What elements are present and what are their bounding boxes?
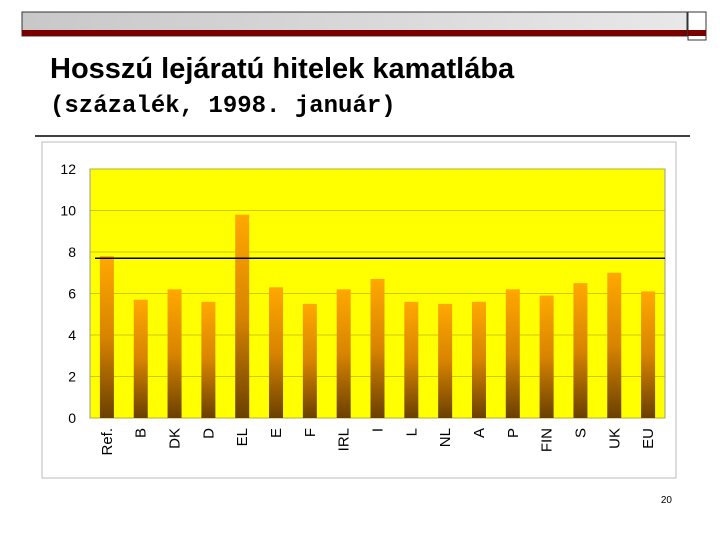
x-tick-label: FIN (539, 428, 556, 452)
y-tick-label: 4 (68, 327, 76, 343)
page-number: 20 (661, 495, 673, 506)
x-tick-label: NL (437, 428, 454, 447)
y-tick-label: 8 (68, 244, 76, 260)
bar (167, 289, 182, 418)
x-tick-label: UK (606, 428, 623, 449)
x-tick-label: P (505, 428, 522, 438)
bar (133, 299, 148, 418)
slide-title: Hosszú lejáratú hitelek kamatlába (50, 53, 515, 85)
x-tick-label: L (403, 428, 420, 436)
bar (438, 303, 453, 418)
bar (201, 301, 216, 418)
y-tick-label: 10 (60, 203, 76, 219)
header-stripe (22, 30, 687, 36)
bar (573, 283, 588, 418)
y-tick-label: 6 (68, 286, 76, 302)
header-square-stripe (688, 30, 706, 36)
x-tick-label: EL (234, 428, 251, 446)
x-tick-label: A (471, 428, 488, 438)
y-tick-label: 12 (60, 161, 76, 177)
x-tick-label: I (370, 428, 387, 432)
bar (404, 301, 419, 418)
bar (99, 256, 114, 418)
bar (471, 301, 486, 418)
x-tick-label: D (200, 428, 217, 439)
bar (302, 303, 317, 418)
bar (370, 278, 385, 418)
bar (641, 291, 656, 418)
x-tick-label: F (302, 428, 319, 437)
x-tick-label: DK (167, 428, 184, 449)
x-tick-label: S (572, 428, 589, 438)
x-tick-label: E (268, 428, 285, 438)
x-tick-label: IRL (336, 428, 353, 451)
bar (607, 272, 622, 418)
plot: 0 2 4 6 8 10 12 Ref. B DK D EL E F IRL I L NL A P FIN S UK EU (60, 161, 665, 456)
bar (235, 214, 250, 418)
x-tick-label: EU (640, 428, 657, 449)
bar (505, 289, 520, 418)
y-tick-label: 2 (68, 369, 76, 385)
bar (269, 287, 284, 418)
x-tick-label: Ref. (99, 428, 116, 456)
x-tick-label: B (133, 428, 150, 438)
slide-subtitle: (százalék, 1998. január) (50, 93, 396, 120)
bar (336, 289, 351, 418)
y-tick-label: 0 (68, 410, 76, 426)
bar (539, 295, 554, 418)
